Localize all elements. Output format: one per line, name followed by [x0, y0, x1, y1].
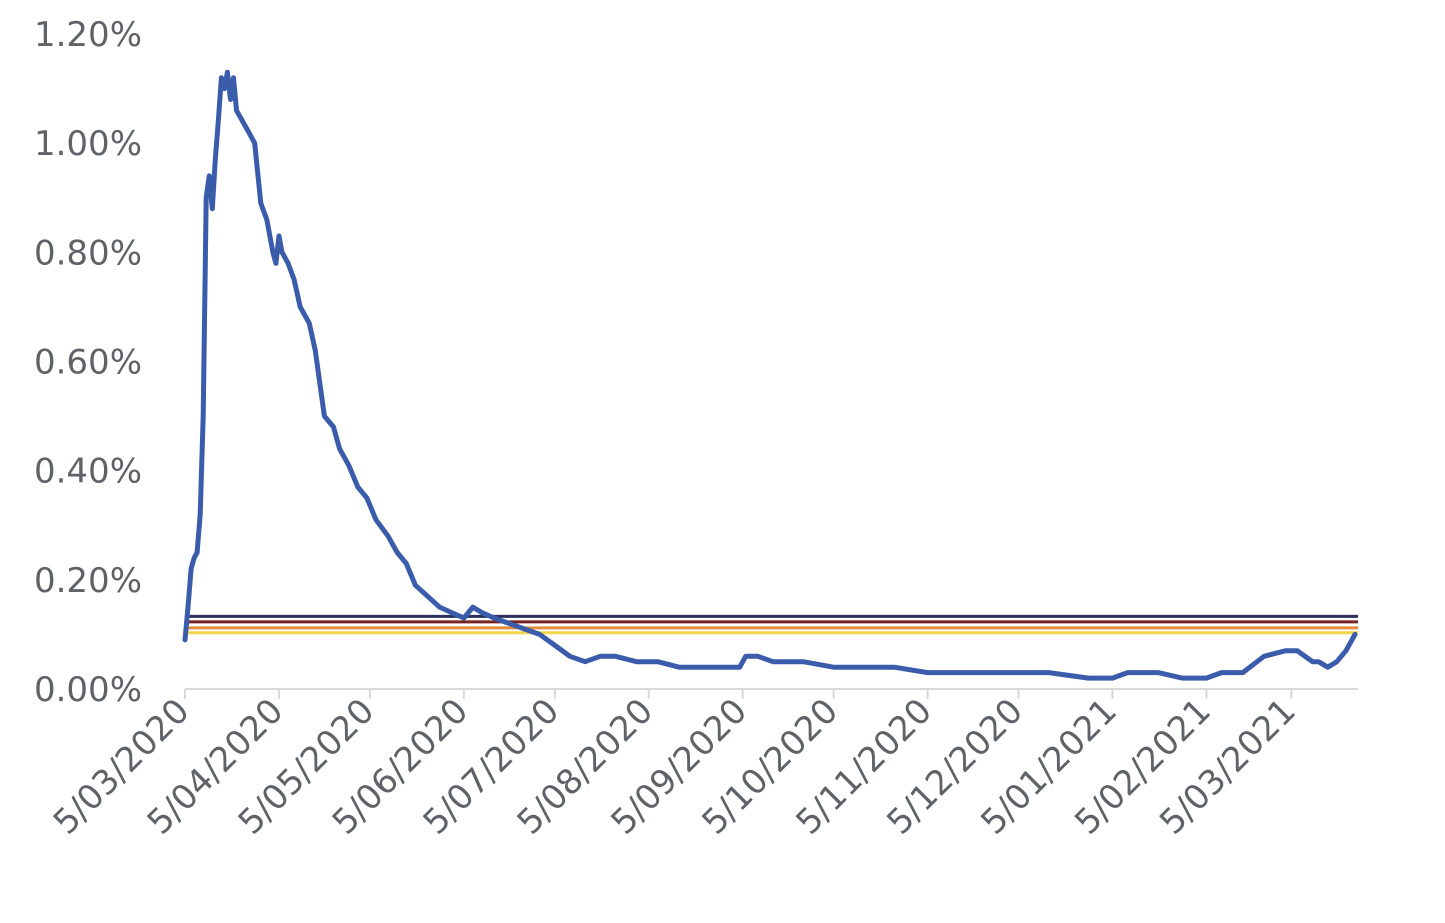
y-tick-label: 0.20%	[34, 561, 142, 601]
y-tick-label: 0.80%	[34, 233, 142, 273]
y-tick-label: 0.60%	[34, 343, 142, 383]
y-tick-label: 1.20%	[34, 15, 142, 55]
series-layer	[182, 69, 1358, 681]
series-line-1	[182, 69, 1358, 681]
reference-lines	[185, 614, 1358, 635]
x-axis-ticks	[184, 689, 1293, 699]
y-tick-label: 1.00%	[34, 124, 142, 164]
y-tick-label: 0.40%	[34, 452, 142, 492]
y-tick-label: 0.00%	[34, 670, 142, 710]
x-axis-labels: 5/03/20205/04/20205/05/20205/06/20205/07…	[46, 691, 1304, 843]
y-axis-labels: 0.00% 0.20% 0.40% 0.60% 0.80% 1.00% 1.20%	[34, 15, 142, 710]
